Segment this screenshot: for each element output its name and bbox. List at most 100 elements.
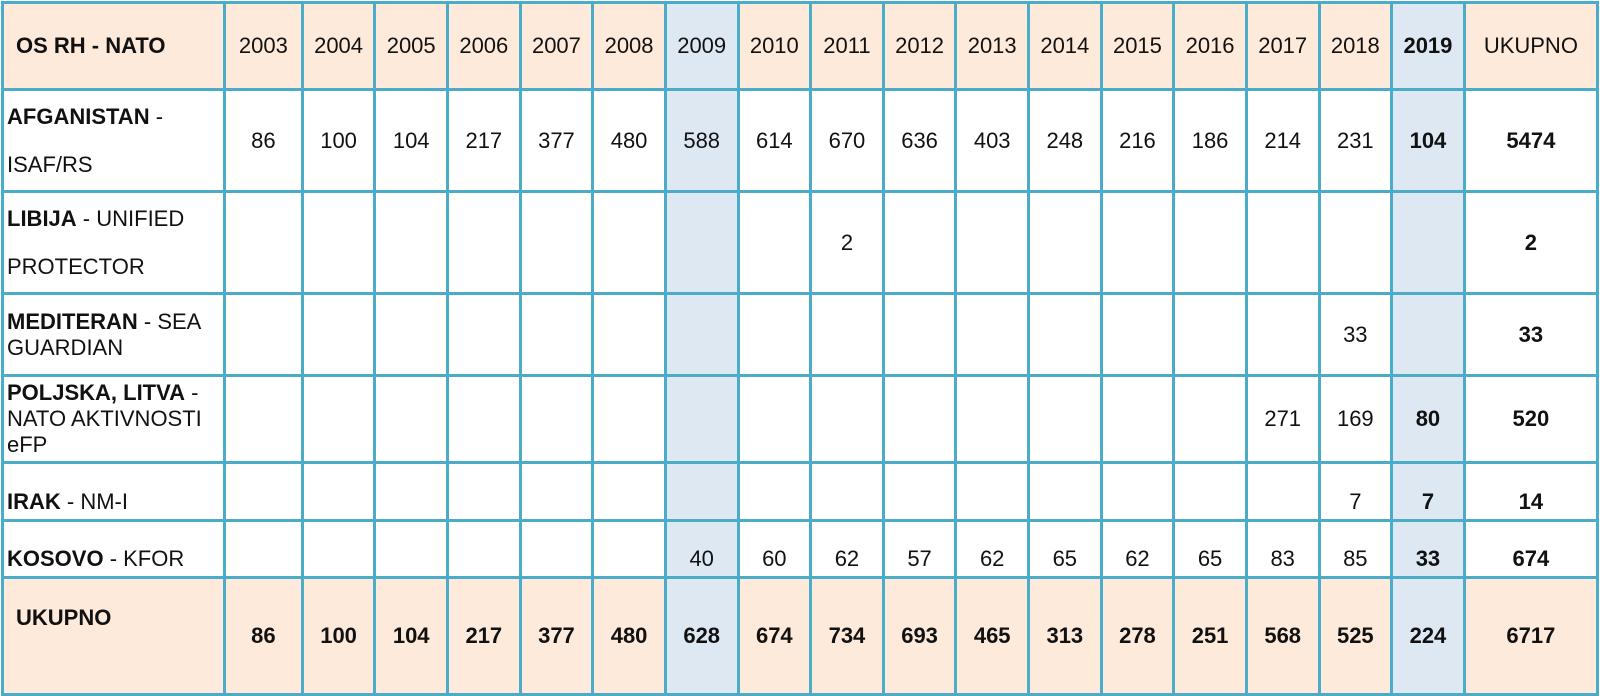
mission-year-value bbox=[1244, 292, 1321, 377]
mission-year-value bbox=[373, 292, 449, 377]
mission-year-value bbox=[954, 190, 1030, 295]
mission-year-value bbox=[663, 190, 740, 295]
year-total: 224 bbox=[1390, 576, 1466, 696]
mission-row: AFGANISTAN - ISAF/RS 86 100 104 217 377 480 588… bbox=[1, 88, 1600, 193]
mission-year-value: 169 bbox=[1317, 374, 1394, 464]
mission-year-value bbox=[223, 519, 304, 579]
mission-year-value: 7 bbox=[1390, 461, 1466, 522]
mission-year-value: 100 bbox=[300, 88, 377, 193]
mission-year-value bbox=[300, 374, 377, 464]
year-header: 2016 bbox=[1172, 1, 1248, 91]
mission-year-value bbox=[518, 190, 595, 295]
mission-country: KOSOVO bbox=[7, 546, 104, 571]
mission-row: MEDITERAN - SEA GUARDIAN 33 33 bbox=[1, 292, 1600, 377]
year-total: 86 bbox=[223, 576, 304, 696]
mission-year-value bbox=[1099, 374, 1176, 464]
mission-row: KOSOVO - KFOR 40 60 62 57 62 65 62 65 83 85 33 674 bbox=[1, 519, 1600, 579]
mission-total: 33 bbox=[1462, 292, 1600, 377]
mission-year-value bbox=[1099, 292, 1176, 377]
year-total: 628 bbox=[663, 576, 740, 696]
mission-year-value bbox=[591, 190, 667, 295]
year-header: 2014 bbox=[1027, 1, 1103, 91]
mission-year-value: 33 bbox=[1317, 292, 1394, 377]
mission-year-value bbox=[736, 374, 813, 464]
mission-year-value bbox=[736, 292, 813, 377]
mission-operation: - SEA GUARDIAN bbox=[7, 308, 201, 360]
mission-year-value bbox=[518, 292, 595, 377]
mission-year-value bbox=[223, 374, 304, 464]
mission-row: LIBIJA - UNIFIED PROTECTOR 2 2 bbox=[1, 190, 1600, 295]
mission-year-value bbox=[300, 519, 377, 579]
year-header: 2017 bbox=[1244, 1, 1321, 91]
mission-year-value bbox=[1172, 292, 1248, 377]
mission-year-value bbox=[300, 292, 377, 377]
mission-year-value bbox=[591, 374, 667, 464]
mission-year-value bbox=[809, 461, 885, 522]
mission-year-value: 62 bbox=[1099, 519, 1176, 579]
mission-year-value bbox=[518, 374, 595, 464]
year-total: 217 bbox=[446, 576, 522, 696]
year-header: 2019 bbox=[1390, 1, 1466, 91]
mission-year-value bbox=[809, 292, 885, 377]
mission-row: IRAK - NM-I 7 7 14 bbox=[1, 461, 1600, 522]
mission-year-value bbox=[373, 461, 449, 522]
mission-year-value: 216 bbox=[1099, 88, 1176, 193]
mission-year-value bbox=[663, 461, 740, 522]
year-total: 278 bbox=[1099, 576, 1176, 696]
mission-name: MEDITERAN - SEA GUARDIAN bbox=[1, 292, 226, 377]
corner-header: OS RH - NATO bbox=[1, 1, 226, 91]
mission-year-value bbox=[1390, 292, 1466, 377]
mission-year-value: 614 bbox=[736, 88, 813, 193]
year-header: 2004 bbox=[300, 1, 377, 91]
year-total: 525 bbox=[1317, 576, 1394, 696]
mission-year-value bbox=[954, 374, 1030, 464]
mission-year-value bbox=[518, 519, 595, 579]
mission-year-value: 186 bbox=[1172, 88, 1248, 193]
mission-year-value bbox=[881, 190, 958, 295]
mission-year-value bbox=[954, 292, 1030, 377]
mission-operation: - KFOR bbox=[103, 546, 185, 571]
mission-year-value bbox=[373, 519, 449, 579]
year-total: 465 bbox=[954, 576, 1030, 696]
total-row-label: UKUPNO bbox=[1, 576, 226, 696]
header-row: OS RH - NATO 2003 2004 2005 2006 2007 2008 200… bbox=[1, 1, 1600, 91]
mission-year-value bbox=[373, 190, 449, 295]
mission-row: POLJSKA, LITVA - NATO AKTIVNOSTI eFP 271 1… bbox=[1, 374, 1600, 464]
mission-year-value: 214 bbox=[1244, 88, 1321, 193]
mission-year-value: 62 bbox=[954, 519, 1030, 579]
mission-year-value bbox=[223, 461, 304, 522]
mission-year-value bbox=[1099, 190, 1176, 295]
mission-country: LIBIJA bbox=[7, 205, 77, 231]
mission-year-value: 86 bbox=[223, 88, 304, 193]
mission-total: 14 bbox=[1462, 461, 1600, 522]
mission-year-value bbox=[1317, 190, 1394, 295]
mission-year-value: 588 bbox=[663, 88, 740, 193]
mission-operation: - NATO AKTIVNOSTI eFP bbox=[7, 380, 202, 457]
mission-year-value bbox=[954, 461, 1030, 522]
mission-year-value bbox=[1027, 461, 1103, 522]
mission-year-value bbox=[736, 461, 813, 522]
year-total: 568 bbox=[1244, 576, 1321, 696]
mission-year-value: 85 bbox=[1317, 519, 1394, 579]
mission-country: AFGANISTAN bbox=[7, 103, 150, 129]
year-header: 2011 bbox=[809, 1, 885, 91]
year-header: 2003 bbox=[223, 1, 304, 91]
mission-year-value: 104 bbox=[1390, 88, 1466, 193]
year-total: 251 bbox=[1172, 576, 1248, 696]
mission-year-value: 80 bbox=[1390, 374, 1466, 464]
year-header: 2015 bbox=[1099, 1, 1176, 91]
mission-year-value bbox=[223, 292, 304, 377]
mission-country: MEDITERAN bbox=[7, 308, 138, 334]
mission-year-value: 217 bbox=[446, 88, 522, 193]
year-total: 693 bbox=[881, 576, 958, 696]
mission-operation: - UNIFIED PROTECTOR bbox=[7, 205, 185, 279]
mission-year-value: 231 bbox=[1317, 88, 1394, 193]
mission-year-value bbox=[1027, 292, 1103, 377]
mission-year-value bbox=[1244, 461, 1321, 522]
mission-year-value: 670 bbox=[809, 88, 885, 193]
year-total: 674 bbox=[736, 576, 813, 696]
mission-year-value bbox=[446, 374, 522, 464]
mission-year-value bbox=[1027, 190, 1103, 295]
mission-year-value bbox=[446, 461, 522, 522]
mission-year-value bbox=[446, 292, 522, 377]
